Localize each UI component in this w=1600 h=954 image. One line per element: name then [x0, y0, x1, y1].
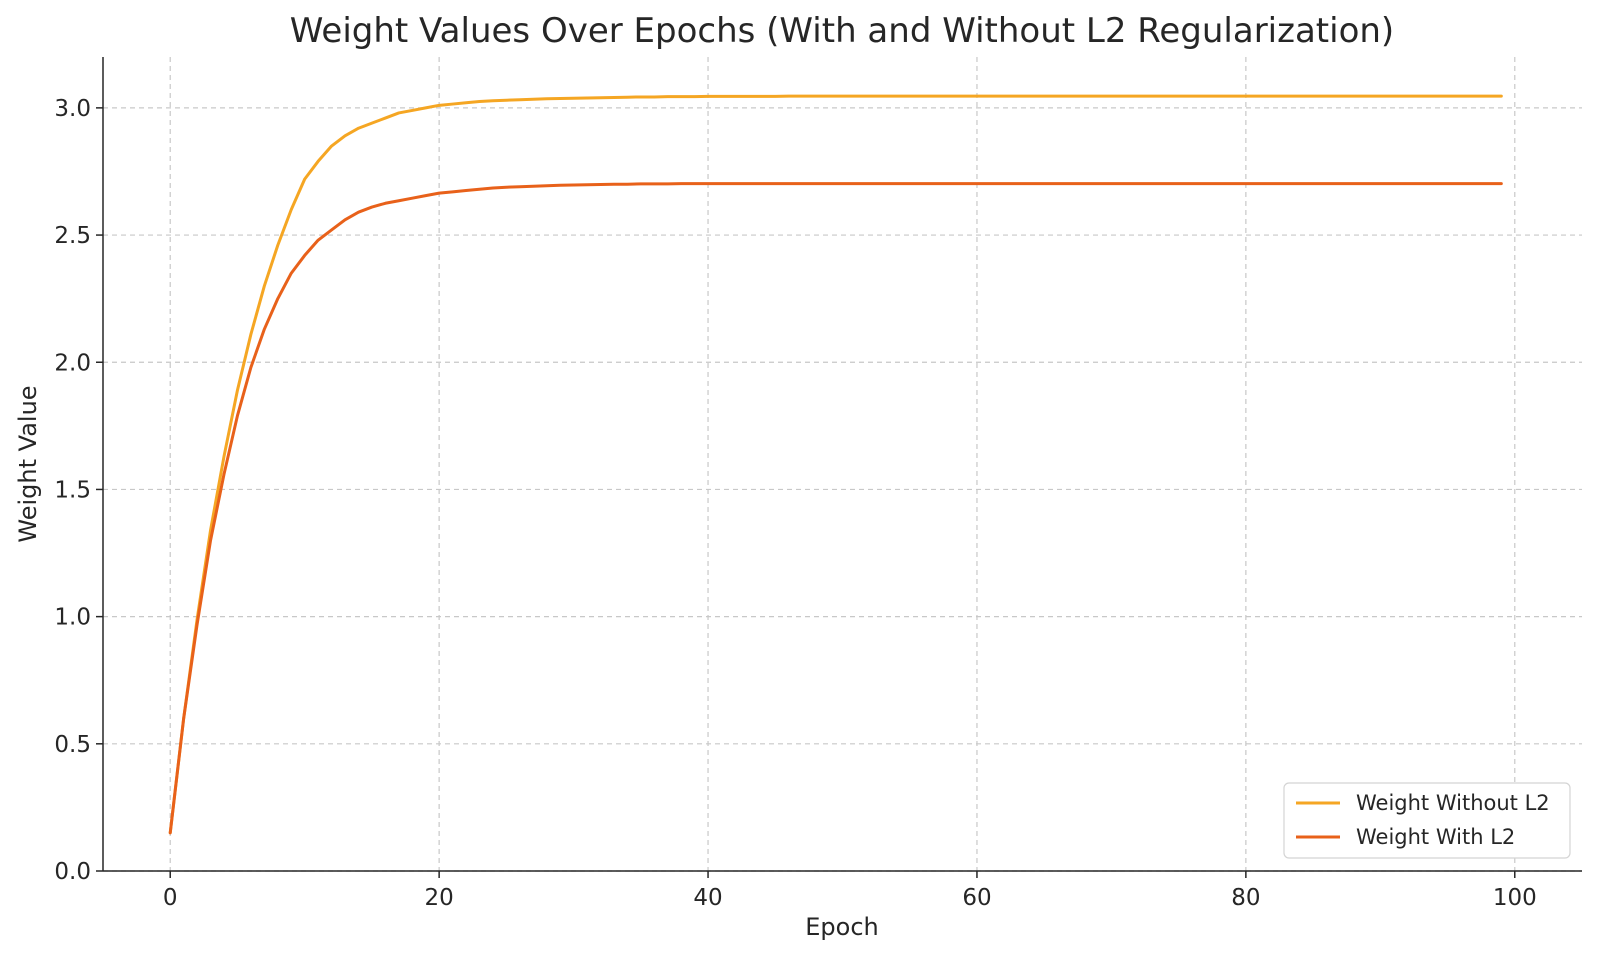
- y-tick-label: 3.0: [54, 96, 91, 122]
- series-line-without-l2: [168, 94, 1503, 835]
- y-axis-label: Weight Value: [14, 385, 42, 542]
- legend-box: [1283, 782, 1571, 859]
- legend: Weight Without L2 Weight With L2: [1283, 782, 1571, 859]
- x-axis-label: Epoch: [805, 913, 879, 941]
- y-tick-label: 0.5: [54, 732, 91, 758]
- x-tick-label: 60: [962, 885, 991, 911]
- x-tick-label: 100: [1493, 885, 1537, 911]
- grid: [103, 57, 1582, 872]
- series-lines: [168, 94, 1503, 835]
- y-tick-label: 0.0: [54, 859, 91, 885]
- x-tick-label: 40: [693, 885, 722, 911]
- x-tick-label: 0: [163, 885, 178, 911]
- chart-title: Weight Values Over Epochs (With and With…: [290, 11, 1394, 51]
- tick-labels: 0 20 40 60 80 100 0.0 0.5 1.0 1.5 2.0 2.5 3.0: [54, 96, 1536, 911]
- x-tick-label: 80: [1231, 885, 1260, 911]
- series-line-with-l2: [168, 182, 1503, 835]
- axes: [96, 57, 1582, 878]
- y-tick-label: 1.5: [54, 477, 91, 503]
- y-tick-label: 1.0: [54, 605, 91, 631]
- y-tick-label: 2.5: [54, 223, 91, 249]
- legend-label-without-l2: Weight Without L2: [1356, 791, 1550, 815]
- x-tick-label: 20: [424, 885, 453, 911]
- y-tick-label: 2.0: [54, 350, 91, 376]
- legend-label-with-l2: Weight With L2: [1356, 825, 1515, 849]
